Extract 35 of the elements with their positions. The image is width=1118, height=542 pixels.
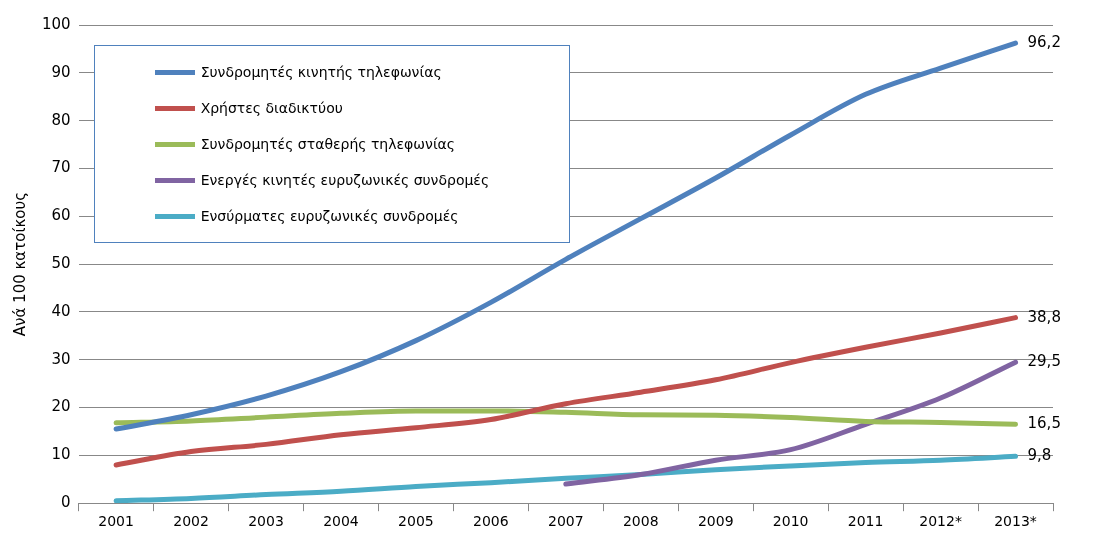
legend-label: Ενεργές κινητές ευρυζωνικές συνδρομές (200, 172, 490, 188)
y-tick-label: 20 (51, 397, 71, 416)
x-tick-label: 2011 (847, 513, 884, 530)
x-tick-label: 2013* (994, 513, 1037, 530)
x-tick-label: 2012* (919, 513, 962, 530)
y-tick-label: 100 (41, 14, 71, 33)
data-label: 9,8 (1027, 446, 1052, 465)
y-tick-label: 90 (51, 62, 71, 81)
data-label: 16,5 (1027, 414, 1061, 433)
x-tick-label: 2007 (547, 513, 584, 530)
data-label: 38,8 (1027, 307, 1061, 326)
x-tick-label: 2006 (473, 513, 509, 530)
x-tick-label: 2001 (98, 513, 134, 530)
x-tick-label: 2003 (248, 513, 284, 530)
x-tick-label: 2009 (697, 513, 734, 530)
data-label: 29,5 (1027, 352, 1061, 371)
y-tick-label: 70 (51, 158, 71, 177)
legend-label: Ενσύρματες ευρυζωνικές συνδρομές (200, 208, 459, 224)
x-tick-label: 2002 (173, 513, 209, 530)
legend-label: Συνδρομητές κινητής τηλεφωνίας (200, 64, 442, 80)
y-tick-label: 40 (51, 301, 71, 320)
y-tick-label: 10 (51, 445, 71, 464)
y-tick-label: 30 (51, 349, 71, 368)
x-tick-label: 2010 (772, 513, 809, 530)
legend-label: Συνδρομητές σταθερής τηλεφωνίας (200, 136, 456, 152)
x-tick-label: 2008 (622, 513, 659, 530)
x-tick-label: 2004 (323, 513, 359, 530)
data-label: 96,2 (1027, 33, 1061, 52)
x-tick-label: 2005 (398, 513, 434, 530)
y-axis-title: Ανά 100 κατοίκους (10, 191, 29, 337)
y-tick-label: 0 (61, 493, 71, 512)
y-tick-label: 60 (51, 206, 71, 225)
y-tick-label: 80 (51, 110, 71, 129)
y-tick-label: 50 (51, 253, 71, 272)
legend-label: Χρήστες διαδικτύου (200, 100, 343, 116)
